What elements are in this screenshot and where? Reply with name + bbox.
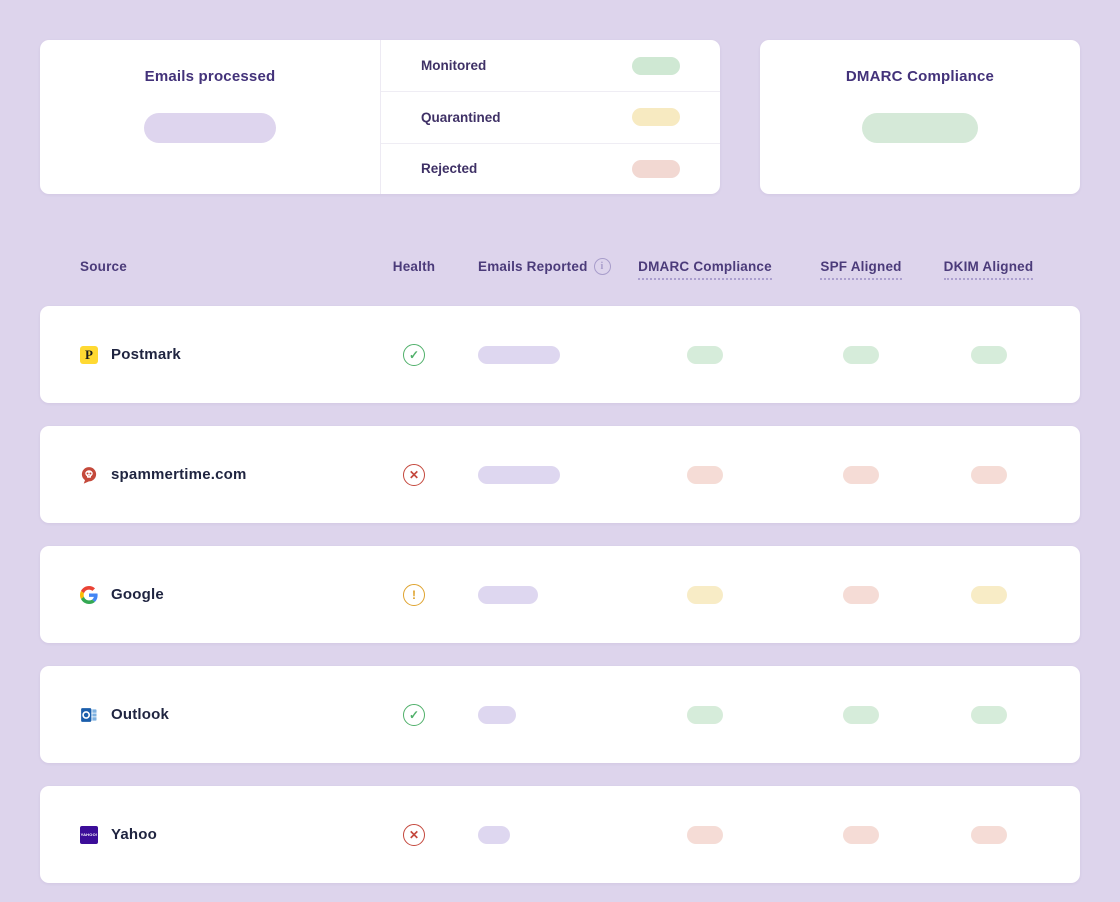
dmarc-compliance-value-pill [687,705,723,724]
emails-reported-value-pill [478,825,510,844]
dmarc-compliance-card: DMARC Compliance [760,40,1080,194]
table-row-postmark[interactable]: P Postmark ✓ [40,306,1080,403]
emails-reported-cell [468,705,625,724]
outlook-logo-icon [80,706,98,724]
emails-processed-card: Emails processed Monitored Quarantined R… [40,40,720,194]
spammertime-skull-icon [80,466,98,484]
emails-processed-title: Emails processed [144,68,276,85]
emails-reported-value-pill [478,705,516,724]
table-row-outlook[interactable]: Outlook ✓ [40,666,1080,763]
table-row-yahoo[interactable]: YAHOO! Yahoo ✕ [40,786,1080,883]
dkim-aligned-value-pill [970,465,1007,484]
health-error-icon: ✕ [403,823,425,846]
rejected-value-pill [632,159,680,178]
spf-aligned-value-pill [843,825,879,844]
table-row-spammertime[interactable]: spammertime.com ✕ [40,426,1080,523]
emails-reported-label: Emails Reported [478,259,588,274]
monitored-label: Monitored [421,58,487,74]
emails-reported-cell [468,825,625,844]
dmarc-compliance-value-pill [687,465,723,484]
yahoo-logo-icon: YAHOO! [80,825,98,844]
dkim-aligned-value-pill [970,585,1007,604]
table-row-google[interactable]: Google ! [40,546,1080,643]
spf-aligned-value-pill [843,345,879,364]
dmarc-compliance-value-pill [862,113,978,143]
dmarc-compliance-value-pill [687,825,723,844]
dkim-aligned-value-pill [970,825,1007,844]
emails-processed-value-pill [144,113,276,143]
legend-row-quarantined: Quarantined [381,91,720,142]
spf-aligned-value-pill [843,585,879,604]
source-name: Outlook [111,706,170,723]
dmarc-compliance-header-label[interactable]: DMARC Compliance [638,259,772,280]
google-logo-icon [80,585,98,604]
emails-reported-cell [468,465,625,484]
source-name: Google [111,586,164,603]
emails-reported-cell [468,345,625,364]
legend-row-rejected: Rejected [381,142,720,194]
dmarc-compliance-value-pill [687,585,723,604]
quarantined-label: Quarantined [421,109,501,125]
disposition-legend: Monitored Quarantined Rejected [380,40,720,194]
column-dkim-aligned[interactable]: DKIM Aligned [943,259,1034,280]
health-warning-icon: ! [403,583,425,606]
source-cell: Outlook [80,706,360,724]
spf-aligned-header-label[interactable]: SPF Aligned [820,259,902,280]
column-spf-aligned[interactable]: SPF Aligned [820,259,902,280]
health-ok-icon: ✓ [403,343,425,366]
column-dmarc-compliance[interactable]: DMARC Compliance [638,259,772,280]
source-cell: P Postmark [80,345,360,364]
summary-section: Emails processed Monitored Quarantined R… [0,0,1120,194]
health-cell: ✓ [403,343,425,366]
rejected-label: Rejected [421,161,478,177]
health-cell: ✓ [403,703,425,726]
emails-reported-value-pill [478,345,560,364]
monitored-value-pill [632,56,680,75]
health-cell: ✕ [403,823,425,846]
column-health: Health [392,259,436,274]
dmarc-compliance-title: DMARC Compliance [845,68,995,85]
source-name: spammertime.com [111,466,247,483]
source-name: Postmark [111,346,181,363]
emails-reported-cell [468,585,625,604]
sources-table-header: Source Health Emails Reported i DMARC Co… [40,248,1080,285]
column-emails-reported: Emails Reported i [468,258,625,275]
health-cell: ! [403,583,425,606]
info-icon[interactable]: i [593,258,611,275]
postmark-logo-icon: P [80,345,98,364]
dkim-aligned-header-label[interactable]: DKIM Aligned [943,259,1034,280]
dkim-aligned-value-pill [970,705,1007,724]
source-name: Yahoo [111,826,158,843]
emails-reported-value-pill [478,585,538,604]
source-cell: spammertime.com [80,466,360,484]
dmarc-compliance-value-pill [687,345,723,364]
legend-row-monitored: Monitored [381,40,720,91]
source-cell: Google [80,585,360,604]
emails-processed-panel: Emails processed [40,40,380,194]
spf-aligned-value-pill [843,705,879,724]
dkim-aligned-value-pill [970,345,1007,364]
quarantined-value-pill [632,108,680,127]
source-cell: YAHOO! Yahoo [80,825,360,844]
health-ok-icon: ✓ [403,703,425,726]
spf-aligned-value-pill [843,465,879,484]
health-cell: ✕ [403,463,425,486]
column-source: Source [80,259,127,274]
health-error-icon: ✕ [403,463,425,486]
emails-reported-value-pill [478,465,560,484]
sources-table-body: P Postmark ✓ [0,285,1120,883]
